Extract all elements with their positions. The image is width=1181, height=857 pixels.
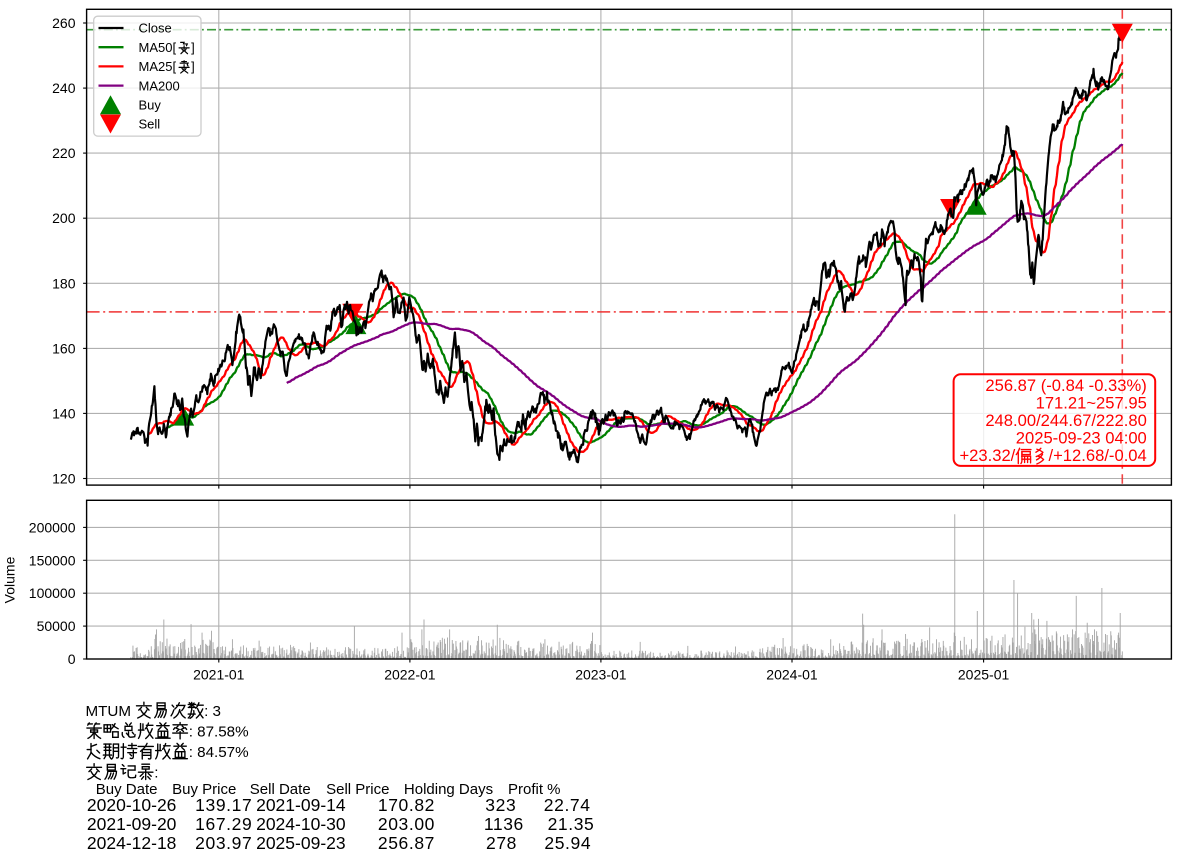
svg-text:2021-01: 2021-01 <box>193 667 245 683</box>
svg-text:200: 200 <box>52 210 76 226</box>
svg-text:Volume: Volume <box>1 556 17 603</box>
svg-text:: 84.57%: : 84.57% <box>189 744 249 761</box>
svg-text:171.21~257.95: 171.21~257.95 <box>1036 393 1147 412</box>
svg-text:2020-10-26: 2020-10-26 <box>87 795 177 815</box>
svg-text:256.87: 256.87 <box>378 833 435 853</box>
svg-text:220: 220 <box>52 145 76 161</box>
svg-text:260: 260 <box>52 15 76 31</box>
svg-text:Sell: Sell <box>139 117 161 132</box>
svg-text:/+12.68/-0.04: /+12.68/-0.04 <box>1049 446 1147 465</box>
svg-text:140: 140 <box>52 405 76 421</box>
svg-text:: 87.58%: : 87.58% <box>189 724 249 741</box>
svg-text:240: 240 <box>52 80 76 96</box>
svg-text:1136: 1136 <box>484 814 524 834</box>
svg-text:100000: 100000 <box>29 585 76 601</box>
svg-text:323: 323 <box>485 795 516 815</box>
svg-text:Buy Price: Buy Price <box>172 781 236 798</box>
svg-text:160: 160 <box>52 340 76 356</box>
svg-text:]: ] <box>191 59 195 74</box>
svg-text:Sell Date: Sell Date <box>250 781 311 798</box>
svg-text:2024-12-18: 2024-12-18 <box>87 833 177 853</box>
svg-text:22.74: 22.74 <box>544 795 591 815</box>
svg-text:MA200: MA200 <box>139 78 180 93</box>
svg-text:21.35: 21.35 <box>548 814 595 834</box>
svg-text:2025-01: 2025-01 <box>958 667 1010 683</box>
svg-text:25.94: 25.94 <box>544 833 591 853</box>
svg-text:200000: 200000 <box>29 519 76 535</box>
svg-text:MA50[: MA50[ <box>139 40 177 55</box>
svg-text:MA25[: MA25[ <box>139 59 177 74</box>
svg-text:2023-01: 2023-01 <box>575 667 627 683</box>
svg-text:MTUM: MTUM <box>86 703 132 720</box>
svg-text:Close: Close <box>139 21 172 36</box>
svg-text:2021-09-20: 2021-09-20 <box>87 814 177 834</box>
svg-text:Buy: Buy <box>139 98 162 113</box>
svg-text:120: 120 <box>52 471 76 487</box>
svg-text:Profit %: Profit % <box>508 781 561 798</box>
svg-text:50000: 50000 <box>37 618 76 634</box>
svg-text:256.87 (-0.84 -0.33%): 256.87 (-0.84 -0.33%) <box>985 376 1146 395</box>
svg-text:0: 0 <box>68 651 76 667</box>
svg-text:2021-09-14: 2021-09-14 <box>256 795 346 815</box>
svg-text:278: 278 <box>486 833 517 853</box>
svg-text:2022-01: 2022-01 <box>384 667 436 683</box>
svg-text:2024-01: 2024-01 <box>766 667 818 683</box>
svg-text:2025-09-23 04:00: 2025-09-23 04:00 <box>1016 428 1147 447</box>
svg-text:150000: 150000 <box>29 552 76 568</box>
svg-text:203.00: 203.00 <box>378 814 435 834</box>
svg-text:139.17: 139.17 <box>195 795 252 815</box>
svg-text:Holding Days: Holding Days <box>404 781 493 798</box>
svg-text:248.00/244.67/222.80: 248.00/244.67/222.80 <box>985 411 1146 430</box>
svg-text:+23.32/: +23.32/ <box>959 446 1015 465</box>
svg-text:203.97: 203.97 <box>195 833 252 853</box>
svg-text:: 3: : 3 <box>204 703 221 720</box>
svg-text:180: 180 <box>52 275 76 291</box>
svg-text:167.29: 167.29 <box>195 814 252 834</box>
svg-text:170.82: 170.82 <box>378 795 435 815</box>
svg-text::: : <box>154 765 158 782</box>
svg-text:]: ] <box>191 40 195 55</box>
svg-text:Sell Price: Sell Price <box>326 781 389 798</box>
svg-text:2025-09-23: 2025-09-23 <box>256 833 346 853</box>
svg-text:Buy Date: Buy Date <box>96 781 158 798</box>
svg-text:2024-10-30: 2024-10-30 <box>256 814 346 834</box>
